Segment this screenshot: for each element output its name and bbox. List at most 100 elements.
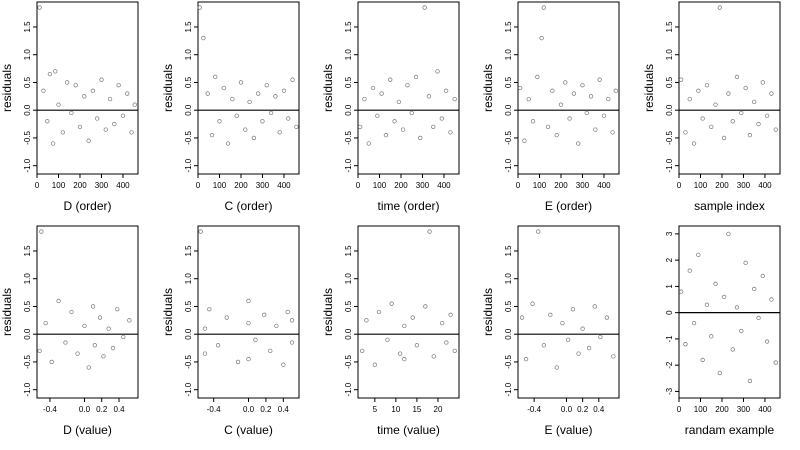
data-point (448, 130, 453, 135)
x-tick-label: -0.4 (43, 405, 57, 414)
data-point (217, 119, 222, 124)
data-point (101, 354, 106, 359)
y-tick-label: 0.0 (23, 104, 32, 116)
data-point (764, 339, 770, 344)
data-point (592, 304, 597, 309)
data-point (238, 80, 244, 85)
y-tick-label: 0.5 (665, 76, 674, 88)
data-point (452, 348, 457, 353)
data-point (385, 337, 390, 342)
data-point (205, 91, 210, 96)
y-axis-label: residuals (0, 288, 14, 336)
data-point (426, 94, 432, 99)
data-point (86, 365, 91, 370)
y-tick-label: 0.0 (504, 328, 513, 340)
x-tick-label: 200 (394, 181, 408, 190)
y-axis-label: residuals (481, 64, 495, 112)
y-tick-label: -1.0 (23, 158, 32, 172)
data-point (613, 88, 618, 93)
data-point (730, 119, 735, 124)
x-tick-label: 100 (694, 181, 708, 190)
data-point (726, 231, 731, 237)
data-point (392, 119, 397, 124)
panel-3: 0 100 200 300 400 -1.0 -0.5 0.0 0.5 1.0 1.5 time (o… (321, 1, 460, 213)
x-tick-label: 300 (416, 181, 430, 190)
data-point (116, 83, 121, 88)
y-tick-label: 1 (665, 284, 674, 289)
data-point (243, 127, 248, 132)
data-point (260, 119, 265, 124)
data-point (396, 99, 401, 105)
data-point (49, 359, 54, 365)
data-point (379, 91, 384, 96)
data-point (554, 133, 559, 138)
data-point (213, 74, 218, 80)
y-tick-label: 0.0 (184, 328, 193, 340)
data-point (246, 298, 251, 304)
x-tick-label: 0.2 (260, 405, 272, 414)
data-point (103, 127, 108, 132)
plot-frame (678, 225, 781, 399)
data-point (294, 124, 299, 129)
data-point (747, 133, 753, 138)
data-point (588, 94, 594, 99)
y-tick-label: -1.0 (504, 158, 513, 172)
data-point (570, 307, 576, 312)
data-point (125, 91, 130, 96)
y-tick-label: 0.0 (344, 104, 353, 116)
data-point (709, 124, 714, 129)
data-point (202, 326, 208, 331)
data-point (610, 130, 615, 135)
y-tick-label: -0.5 (344, 130, 353, 144)
data-point (289, 340, 295, 345)
data-point (69, 309, 74, 315)
y-tick-label: 1.5 (23, 245, 32, 257)
data-point (383, 133, 389, 138)
data-point (234, 113, 239, 118)
data-point (734, 74, 740, 80)
x-tick-label: 200 (715, 405, 729, 414)
data-point (253, 337, 258, 342)
y-tick-label: 1.0 (665, 49, 674, 61)
data-point (696, 88, 701, 93)
y-axis-label: residuals (321, 288, 335, 336)
x-axis-label: C (order) (224, 199, 272, 213)
data-point (402, 323, 407, 329)
data-point (360, 348, 365, 353)
y-tick-label: 2 (665, 257, 674, 262)
y-tick-label: -0.5 (504, 130, 513, 144)
data-point (743, 85, 748, 91)
x-tick-label: 20 (434, 405, 443, 414)
x-tick-label: 5 (373, 405, 378, 414)
y-tick-label: 1.0 (504, 49, 513, 61)
data-point (388, 77, 393, 82)
y-axis-label: residuals (161, 288, 175, 336)
data-point (563, 80, 568, 85)
x-axis-label: randam example (685, 423, 775, 437)
x-tick-label: 200 (554, 181, 568, 190)
data-point (41, 88, 46, 93)
x-axis-label: D (value) (63, 423, 112, 437)
data-point (427, 229, 432, 234)
y-tick-label: -1.0 (344, 382, 353, 396)
data-point (409, 110, 414, 116)
data-point (541, 343, 547, 348)
data-point (752, 99, 757, 105)
data-point (264, 83, 269, 88)
data-point (730, 347, 735, 352)
x-axis-label: E (value) (544, 423, 592, 437)
data-point (541, 5, 546, 10)
data-point (82, 323, 87, 329)
panel-9: -0.4 0.0 0.2 0.4 -1.0 -0.5 0.0 0.5 1.0 1.5 E (valu… (481, 225, 620, 437)
data-point (548, 312, 553, 317)
data-point (207, 307, 212, 312)
data-point (687, 268, 692, 273)
data-point (273, 94, 278, 99)
data-point (402, 357, 407, 362)
x-tick-label: 0.0 (243, 405, 255, 414)
data-point (198, 229, 203, 234)
data-point (53, 69, 58, 74)
x-axis-label: time (order) (377, 199, 439, 213)
data-point (444, 340, 449, 345)
x-tick-label: 300 (737, 405, 751, 414)
